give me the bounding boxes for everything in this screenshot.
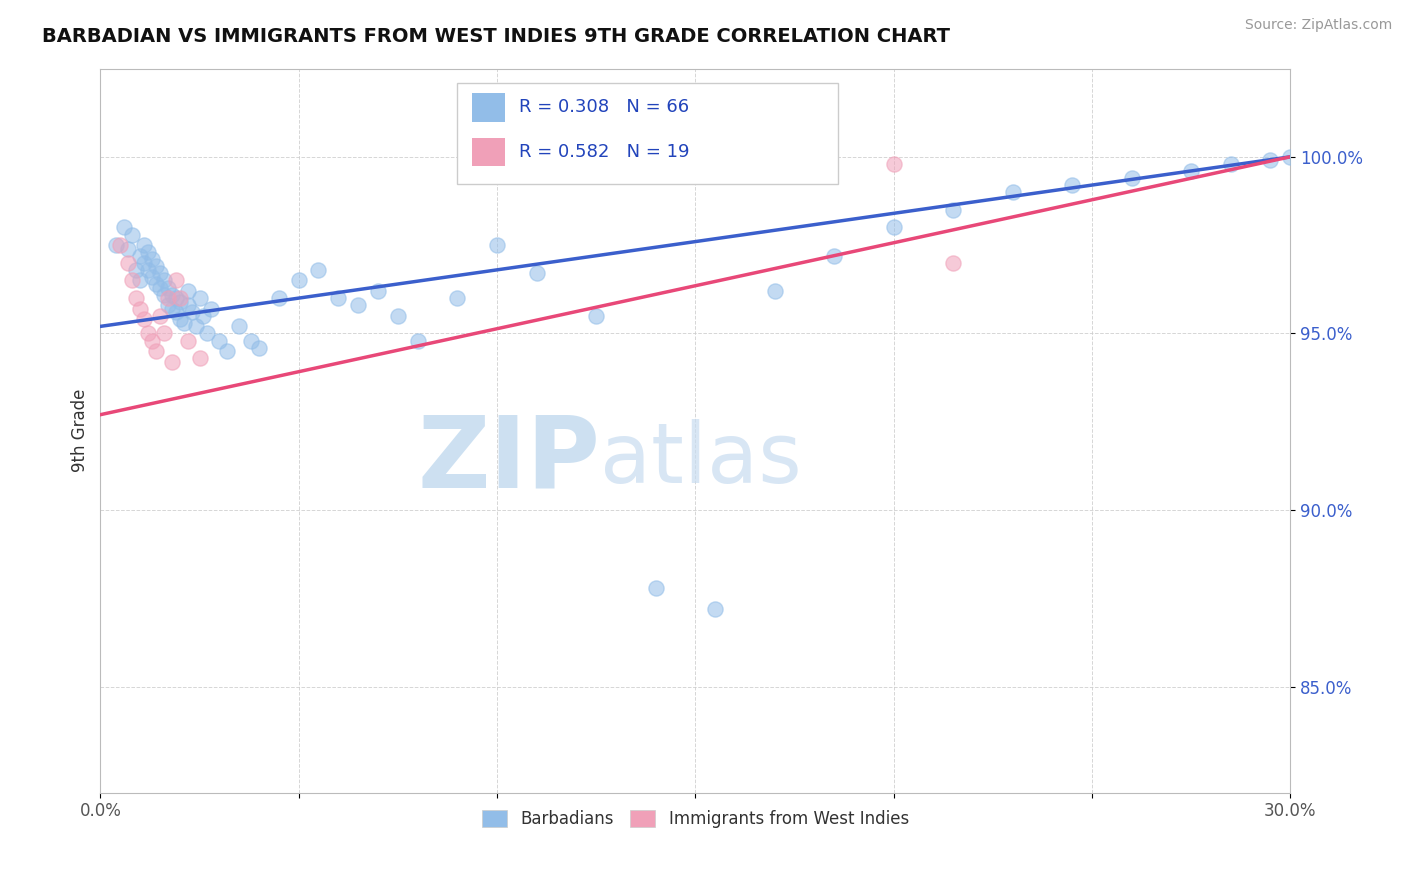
Point [328, 291, 350, 305]
Point [180, 305, 202, 319]
Text: BARBADIAN VS IMMIGRANTS FROM WEST INDIES 9TH GRADE CORRELATION CHART: BARBADIAN VS IMMIGRANTS FROM WEST INDIES… [42, 27, 950, 45]
Point [105, 238, 128, 252]
Point [153, 273, 176, 287]
Point [197, 326, 219, 341]
Point [1219, 157, 1241, 171]
Point [117, 242, 139, 256]
Point [156, 298, 179, 312]
Point [184, 319, 207, 334]
Point [1279, 150, 1302, 164]
Point [883, 220, 905, 235]
Point [228, 319, 250, 334]
Point [153, 287, 176, 301]
Point [883, 157, 905, 171]
Point [149, 309, 172, 323]
Point [149, 280, 172, 294]
Point [121, 273, 143, 287]
Point [1001, 185, 1024, 199]
Point [165, 305, 187, 319]
Point [823, 249, 845, 263]
FancyBboxPatch shape [471, 93, 505, 121]
Point [585, 309, 607, 323]
Point [145, 344, 167, 359]
Point [173, 316, 195, 330]
Point [160, 355, 183, 369]
Point [1121, 171, 1143, 186]
Point [132, 238, 155, 252]
Point [1060, 178, 1083, 192]
Text: Source: ZipAtlas.com: Source: ZipAtlas.com [1244, 18, 1392, 32]
Point [132, 312, 155, 326]
Point [112, 220, 135, 235]
Point [763, 284, 786, 298]
Point [136, 326, 159, 341]
Point [485, 238, 508, 252]
Text: ZIP: ZIP [418, 411, 600, 508]
Point [176, 298, 198, 312]
Point [217, 344, 239, 359]
Point [347, 298, 370, 312]
Point [117, 256, 139, 270]
Point [129, 249, 152, 263]
Point [125, 291, 148, 305]
Point [169, 312, 191, 326]
Point [141, 334, 163, 348]
Point [188, 351, 211, 366]
Point [136, 245, 159, 260]
Text: R = 0.308   N = 66: R = 0.308 N = 66 [519, 98, 689, 116]
Point [188, 291, 211, 305]
Point [108, 238, 131, 252]
Point [141, 252, 163, 267]
Point [165, 273, 187, 287]
Point [160, 301, 183, 316]
Point [200, 301, 222, 316]
Point [145, 277, 167, 291]
Point [176, 284, 198, 298]
Point [193, 309, 215, 323]
Point [132, 256, 155, 270]
Point [136, 263, 159, 277]
Point [387, 309, 409, 323]
Point [129, 273, 152, 287]
Point [169, 291, 191, 305]
Point [367, 284, 389, 298]
Point [145, 260, 167, 274]
FancyBboxPatch shape [471, 137, 505, 166]
Point [129, 301, 152, 316]
Point [1180, 164, 1202, 178]
Point [267, 291, 290, 305]
Point [406, 334, 429, 348]
Point [156, 280, 179, 294]
Point [942, 202, 965, 217]
Point [240, 334, 263, 348]
Point [644, 581, 666, 595]
Point [287, 273, 309, 287]
Point [149, 266, 172, 280]
Point [176, 334, 198, 348]
Point [1260, 153, 1282, 168]
Point [526, 266, 548, 280]
Point [153, 326, 176, 341]
Point [169, 294, 191, 309]
Point [208, 334, 231, 348]
FancyBboxPatch shape [457, 83, 838, 185]
Point [247, 341, 270, 355]
Point [141, 269, 163, 284]
Y-axis label: 9th Grade: 9th Grade [72, 389, 89, 472]
Point [942, 256, 965, 270]
Point [446, 291, 468, 305]
Point [160, 287, 183, 301]
Text: R = 0.582   N = 19: R = 0.582 N = 19 [519, 143, 690, 161]
Legend: Barbadians, Immigrants from West Indies: Barbadians, Immigrants from West Indies [475, 804, 915, 835]
Text: atlas: atlas [600, 419, 801, 500]
Point [125, 263, 148, 277]
Point [165, 291, 187, 305]
Point [308, 263, 330, 277]
Point [121, 227, 143, 242]
Point [156, 291, 179, 305]
Point [704, 602, 727, 616]
